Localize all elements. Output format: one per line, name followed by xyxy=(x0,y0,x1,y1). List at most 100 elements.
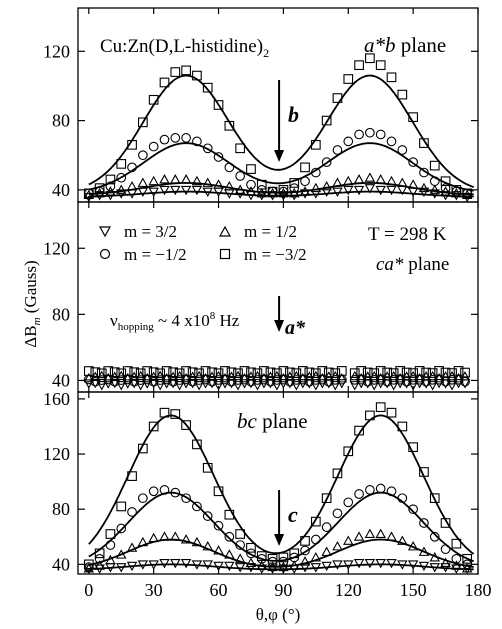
data-point xyxy=(387,408,396,417)
data-point xyxy=(376,186,385,194)
data-point xyxy=(376,403,385,412)
arrow-head xyxy=(274,150,284,162)
legend-label: m = −1/2 xyxy=(124,245,187,264)
data-point xyxy=(182,186,191,194)
x-tick-label: 120 xyxy=(335,580,362,600)
data-point xyxy=(430,161,439,170)
compound-label: Cu:Zn(D,L-histidine)2 xyxy=(100,36,269,60)
data-point xyxy=(171,186,180,194)
x-tick-label: 150 xyxy=(400,580,427,600)
x-tick-label: 0 xyxy=(84,580,93,600)
y-tick-label: 80 xyxy=(52,499,70,519)
arrow-head xyxy=(274,534,284,546)
data-point xyxy=(344,137,353,146)
data-point xyxy=(171,68,180,77)
series-square xyxy=(85,54,472,198)
legend-label: m = 1/2 xyxy=(244,222,297,241)
legend-entry-m-neg-3-2: m = −3/2 xyxy=(221,245,307,264)
data-point xyxy=(247,165,256,174)
fit-curve xyxy=(89,493,474,562)
data-point xyxy=(355,130,364,139)
series-circle xyxy=(85,484,472,571)
y-tick-label: 120 xyxy=(43,238,70,258)
legend-entry-m-3-2: m = 3/2 xyxy=(100,222,177,241)
y-tick-label: 160 xyxy=(43,389,70,409)
data-point xyxy=(376,484,385,493)
legend-entry-m-1-2: m = 1/2 xyxy=(220,222,297,241)
data-point xyxy=(376,61,385,70)
data-point xyxy=(366,486,375,495)
data-point xyxy=(106,541,115,550)
data-point xyxy=(333,509,342,518)
data-point xyxy=(149,177,158,185)
top-plane-label: a*b plane xyxy=(364,33,446,57)
data-point xyxy=(322,523,331,532)
y-tick-label: 80 xyxy=(52,111,70,131)
middle-arrow-label: a* xyxy=(285,317,306,339)
data-point xyxy=(236,172,245,181)
legend-marker-square xyxy=(221,250,230,259)
legend-marker-circle xyxy=(101,250,110,259)
data-point xyxy=(139,151,148,160)
data-point xyxy=(366,128,375,137)
arrow-head xyxy=(274,320,284,332)
data-point xyxy=(236,144,245,153)
data-point xyxy=(387,73,396,82)
data-point xyxy=(355,560,364,568)
data-point xyxy=(441,545,450,554)
data-point xyxy=(149,487,158,496)
data-point xyxy=(355,490,364,499)
data-point xyxy=(387,137,396,146)
x-axis-label: θ,φ (°) xyxy=(256,605,301,624)
data-point xyxy=(312,535,321,544)
data-point xyxy=(355,186,364,194)
data-point xyxy=(366,173,375,181)
legend: m = 3/2 m = 1/2 m = −1/2 m = −3/2 xyxy=(100,222,307,264)
data-point xyxy=(301,163,310,172)
data-point xyxy=(139,179,148,187)
data-point xyxy=(355,532,364,540)
temperature-label: T = 298 K xyxy=(368,224,447,245)
data-point xyxy=(182,134,191,143)
data-point xyxy=(139,494,148,503)
data-point xyxy=(128,508,137,517)
data-point xyxy=(344,537,353,545)
data-point xyxy=(225,532,234,541)
data-point xyxy=(301,177,310,186)
hopping-label: νhopping ~ 4 x108 Hz xyxy=(110,310,240,333)
data-point xyxy=(182,66,191,75)
data-point xyxy=(149,142,158,151)
data-point xyxy=(182,175,191,183)
bottom-arrow-label: c xyxy=(288,502,298,527)
y-tick-label: 40 xyxy=(52,554,70,574)
data-point xyxy=(117,524,126,533)
top-arrow-label: b xyxy=(288,102,299,127)
data-point xyxy=(171,175,180,183)
y-tick-label: 120 xyxy=(43,41,70,61)
y-tick-label: 40 xyxy=(52,370,70,390)
legend-label: m = 3/2 xyxy=(124,222,177,241)
data-point xyxy=(366,560,375,568)
data-point xyxy=(171,134,180,143)
data-point xyxy=(333,542,342,550)
data-point xyxy=(117,502,126,511)
legend-marker-triangle-down xyxy=(100,227,110,236)
x-tick-label: 180 xyxy=(465,580,492,600)
data-point xyxy=(225,562,234,570)
series-triangle-up xyxy=(85,372,470,382)
data-point xyxy=(333,146,342,155)
y-tick-label: 40 xyxy=(52,180,70,200)
data-point xyxy=(398,146,407,155)
data-point xyxy=(344,75,353,84)
data-point xyxy=(322,562,331,570)
x-tick-label: 30 xyxy=(145,580,163,600)
data-point xyxy=(160,135,169,144)
data-point xyxy=(376,175,385,183)
data-point xyxy=(387,532,396,540)
x-tick-label: 60 xyxy=(210,580,228,600)
legend-marker-triangle-up xyxy=(220,227,230,236)
bottom-plane-label: bc plane xyxy=(237,409,308,433)
middle-plane-label: ca* plane xyxy=(376,254,449,275)
data-point xyxy=(160,175,169,183)
